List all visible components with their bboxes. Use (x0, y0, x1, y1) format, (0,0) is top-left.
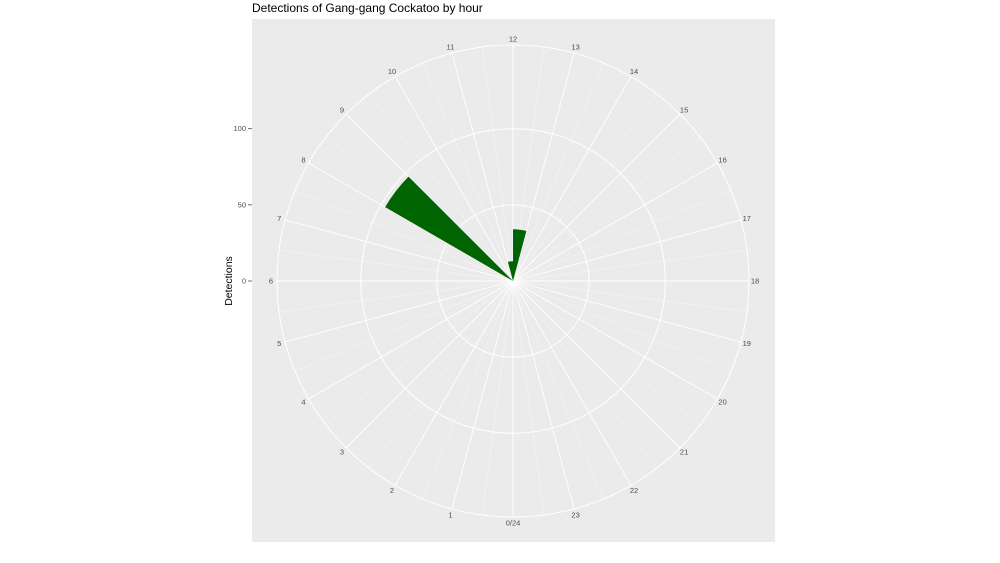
minor-spoke (512, 249, 748, 282)
hour-label: 10 (388, 67, 396, 76)
hour-label: 0/24 (506, 519, 521, 528)
major-spoke (512, 219, 742, 282)
chart-title: Detections of Gang-gang Cockatoo by hour (252, 1, 483, 15)
hour-label: 18 (751, 277, 759, 286)
major-spoke (512, 280, 632, 486)
major-spoke (512, 280, 742, 343)
hour-label: 16 (718, 156, 726, 165)
minor-spoke (512, 280, 604, 500)
hour-label: 20 (718, 398, 726, 407)
major-spoke (394, 76, 514, 282)
y-axis: 0 50 100 (233, 124, 252, 286)
hour-label: 17 (743, 214, 751, 223)
hour-label: 9 (340, 105, 344, 114)
minor-spoke (512, 280, 545, 516)
minor-spoke (512, 280, 732, 372)
hour-label: 22 (630, 486, 638, 495)
major-spoke (284, 219, 514, 282)
hour-label: 6 (269, 277, 273, 286)
minor-spoke (512, 190, 732, 282)
major-spoke (512, 280, 681, 449)
minor-spoke (294, 280, 514, 372)
grid-circle (436, 204, 590, 358)
hour-label: 19 (743, 339, 751, 348)
minor-spoke (512, 62, 604, 282)
bar-hour-11 (507, 261, 513, 281)
y-tick-label: 100 (233, 124, 246, 133)
hour-label: 21 (680, 448, 688, 457)
minor-spoke (294, 190, 514, 282)
bar-hour-12 (513, 229, 527, 281)
minor-spoke (481, 280, 514, 516)
hour-label: 2 (390, 486, 394, 495)
minor-spoke (481, 46, 514, 282)
minor-spoke (512, 280, 748, 313)
hour-label: 3 (340, 448, 344, 457)
hour-label: 14 (630, 67, 638, 76)
hour-label: 4 (301, 398, 305, 407)
labels-layer: 0/24123456789101112131415161718192021222… (269, 35, 759, 528)
minor-spoke (369, 280, 514, 469)
minor-spoke (369, 93, 514, 282)
major-spoke (308, 162, 514, 282)
hour-label: 15 (680, 105, 688, 114)
major-spoke (512, 113, 681, 282)
hour-label: 1 (448, 510, 452, 519)
hour-label: 7 (277, 214, 281, 223)
minor-spoke (512, 280, 657, 469)
major-spoke (345, 280, 514, 449)
major-spoke (512, 280, 575, 510)
hour-label: 8 (301, 156, 305, 165)
minor-spoke (422, 280, 514, 500)
outer-circle (276, 44, 750, 518)
minor-spoke (512, 280, 701, 425)
hour-label: 13 (571, 43, 579, 52)
hour-label: 11 (447, 43, 455, 52)
major-spoke (284, 280, 514, 343)
major-spoke (512, 280, 718, 400)
minor-spoke (278, 280, 514, 313)
major-spoke (451, 52, 514, 282)
minor-spoke (278, 249, 514, 282)
bars-layer (385, 176, 527, 281)
y-tick-label: 50 (238, 200, 246, 209)
minor-spoke (325, 280, 514, 425)
minor-spoke (422, 62, 514, 282)
grid-circle (360, 128, 666, 434)
minor-spoke (512, 137, 701, 282)
major-spoke (451, 280, 514, 510)
major-spoke (308, 280, 514, 400)
minor-spoke (512, 93, 657, 282)
hour-label: 5 (277, 339, 281, 348)
y-tick-label: 0 (242, 277, 246, 286)
major-spoke (512, 76, 632, 282)
major-spoke (512, 162, 718, 282)
major-spoke (394, 280, 514, 486)
hour-label: 12 (509, 35, 517, 44)
bar-hour-8 (385, 176, 513, 281)
hour-label: 23 (571, 510, 579, 519)
